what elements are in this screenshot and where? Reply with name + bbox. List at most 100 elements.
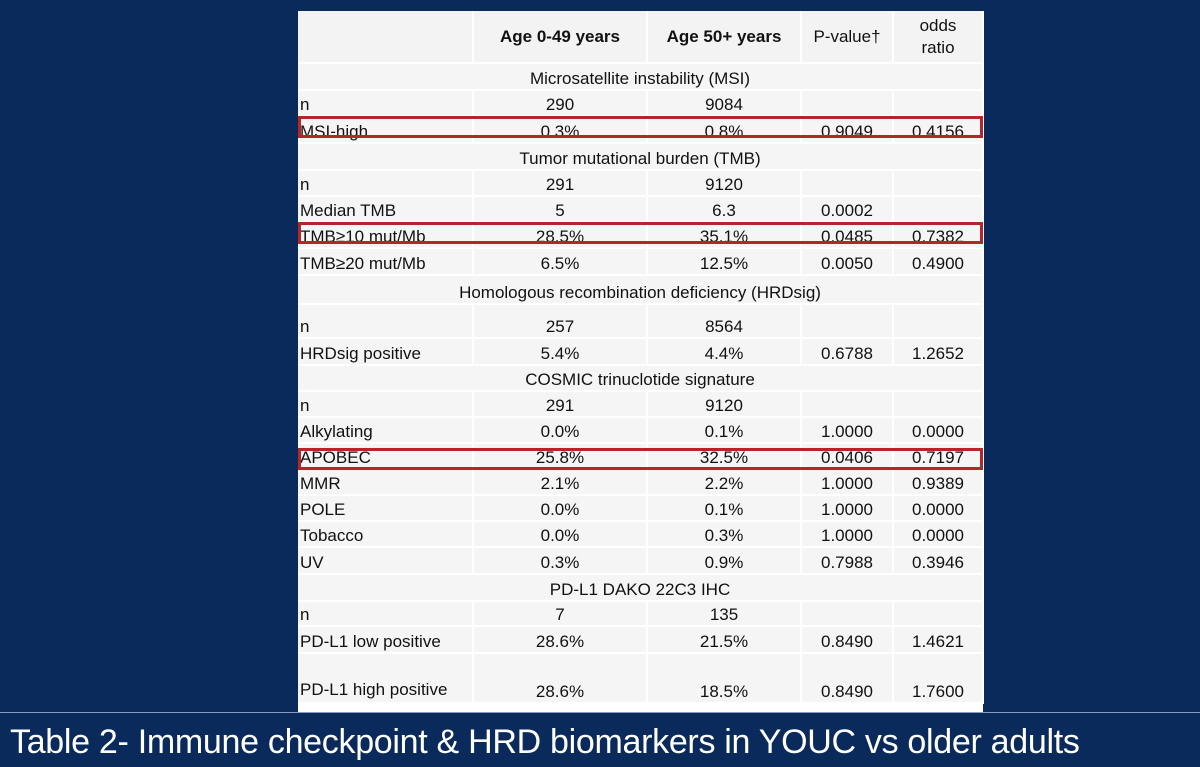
header-odds-ratio: odds ratio — [893, 11, 984, 64]
cell-odds-ratio: 0.3946 — [893, 547, 984, 575]
row-label: MSI-high — [298, 116, 474, 144]
cell-age-50-plus: 8564 — [647, 304, 802, 339]
table-header-row: Age 0-49 years Age 50+ years P-value† od… — [298, 11, 984, 64]
cell-age-0-49: 291 — [473, 391, 648, 418]
cell-p-value: 0.9049 — [801, 116, 894, 144]
row-label: Alkylating — [298, 417, 474, 444]
cell-age-50-plus: 12.5% — [647, 248, 802, 276]
cell-age-50-plus: 6.3 — [647, 196, 802, 223]
cell-age-50-plus: 9120 — [647, 170, 802, 197]
cell-odds-ratio — [893, 391, 984, 418]
cell-odds-ratio — [893, 304, 984, 339]
cell-age-0-49: 5 — [473, 196, 648, 223]
cell-age-0-49: 0.3% — [473, 547, 648, 575]
cell-p-value — [801, 90, 894, 117]
table-row: n 291 9120 — [298, 391, 984, 418]
cell-odds-ratio: 0.0000 — [893, 417, 984, 444]
table-row: MMR 2.1% 2.2% 1.0000 0.9389 — [298, 469, 984, 496]
cell-age-0-49: 25.8% — [473, 443, 648, 470]
cell-age-50-plus: 0.9% — [647, 547, 802, 575]
table-caption: Table 2- Immune checkpoint & HRD biomark… — [10, 723, 1080, 761]
cell-odds-ratio: 0.0000 — [893, 521, 984, 548]
row-label: HRDsig positive — [298, 338, 474, 366]
row-label: APOBEC — [298, 443, 474, 470]
cell-age-0-49: 28.6% — [473, 653, 648, 704]
table-row: Tobacco 0.0% 0.3% 1.0000 0.0000 — [298, 521, 984, 548]
cell-p-value: 1.0000 — [801, 469, 894, 496]
row-label: TMB≥10 mut/Mb — [298, 222, 474, 249]
cell-odds-ratio: 0.9389 — [893, 469, 984, 496]
cell-age-0-49: 7 — [473, 601, 648, 627]
cell-odds-ratio — [893, 196, 984, 223]
cell-age-0-49: 257 — [473, 304, 648, 339]
cell-p-value — [801, 391, 894, 418]
cell-odds-ratio — [893, 601, 984, 627]
cell-p-value: 0.7988 — [801, 547, 894, 575]
section-title-msi: Microsatellite instability (MSI) — [298, 63, 984, 91]
cell-odds-ratio: 0.4156 — [893, 116, 984, 144]
cell-age-0-49: 0.0% — [473, 417, 648, 444]
table-row: TMB≥20 mut/Mb 6.5% 12.5% 0.0050 0.4900 — [298, 248, 984, 276]
cell-p-value: 0.0050 — [801, 248, 894, 276]
table-row: PD-L1 low positive 28.6% 21.5% 0.8490 1.… — [298, 626, 984, 654]
cell-age-0-49: 290 — [473, 90, 648, 117]
cell-odds-ratio: 0.4900 — [893, 248, 984, 276]
cell-age-0-49: 28.6% — [473, 626, 648, 654]
section-title-pdl1: PD-L1 DAKO 22C3 IHC — [298, 574, 984, 602]
cell-p-value: 1.0000 — [801, 417, 894, 444]
cell-age-50-plus: 0.1% — [647, 417, 802, 444]
cell-age-50-plus: 18.5% — [647, 653, 802, 704]
table-row: Alkylating 0.0% 0.1% 1.0000 0.0000 — [298, 417, 984, 444]
row-label: n — [298, 601, 474, 627]
row-label: n — [298, 304, 474, 339]
biomarker-table: Age 0-49 years Age 50+ years P-value† od… — [298, 11, 984, 712]
table-row: Median TMB 5 6.3 0.0002 — [298, 196, 984, 223]
row-label: PD-L1 high positive — [298, 653, 474, 704]
table-row: POLE 0.0% 0.1% 1.0000 0.0000 — [298, 495, 984, 522]
cell-age-0-49: 0.0% — [473, 521, 648, 548]
cell-age-0-49: 0.3% — [473, 116, 648, 144]
header-age-50-plus: Age 50+ years — [647, 11, 802, 64]
cell-p-value: 0.0406 — [801, 443, 894, 470]
cell-odds-ratio: 0.7197 — [893, 443, 984, 470]
row-label: PD-L1 low positive — [298, 626, 474, 654]
cell-age-50-plus: 2.2% — [647, 469, 802, 496]
cell-p-value: 1.0000 — [801, 495, 894, 522]
table-row: PD-L1 high positive 28.6% 18.5% 0.8490 1… — [298, 653, 984, 704]
table-row: n 290 9084 — [298, 90, 984, 117]
header-age-0-49: Age 0-49 years — [473, 11, 648, 64]
row-label: UV — [298, 547, 474, 575]
cell-age-0-49: 6.5% — [473, 248, 648, 276]
cell-age-50-plus: 0.8% — [647, 116, 802, 144]
cell-p-value: 0.0002 — [801, 196, 894, 223]
cell-odds-ratio: 1.2652 — [893, 338, 984, 366]
cell-odds-ratio — [893, 170, 984, 197]
row-label: n — [298, 391, 474, 418]
cell-odds-ratio: 1.7600 — [893, 653, 984, 704]
row-label: n — [298, 170, 474, 197]
cell-odds-ratio: 0.7382 — [893, 222, 984, 249]
row-label: POLE — [298, 495, 474, 522]
row-label: TMB≥20 mut/Mb — [298, 248, 474, 276]
cell-age-0-49: 2.1% — [473, 469, 648, 496]
cell-p-value — [801, 304, 894, 339]
cell-p-value — [801, 170, 894, 197]
section-title-tmb: Tumor mutational burden (TMB) — [298, 143, 984, 171]
cell-age-50-plus: 21.5% — [647, 626, 802, 654]
cell-p-value: 0.8490 — [801, 626, 894, 654]
cell-age-50-plus: 35.1% — [647, 222, 802, 249]
cell-odds-ratio: 1.4621 — [893, 626, 984, 654]
header-odds-ratio-line2: ratio — [921, 37, 955, 57]
cell-age-0-49: 5.4% — [473, 338, 648, 366]
cell-age-50-plus: 32.5% — [647, 443, 802, 470]
cell-age-50-plus: 135 — [647, 601, 802, 627]
cell-p-value: 1.0000 — [801, 521, 894, 548]
table-row: n 7 135 — [298, 601, 984, 627]
cell-age-0-49: 28.5% — [473, 222, 648, 249]
cell-odds-ratio — [893, 90, 984, 117]
cell-age-50-plus: 0.3% — [647, 521, 802, 548]
cell-age-50-plus: 9084 — [647, 90, 802, 117]
cell-odds-ratio: 0.0000 — [893, 495, 984, 522]
caption-bar: Table 2- Immune checkpoint & HRD biomark… — [0, 712, 1200, 767]
header-empty-cell — [298, 11, 474, 64]
